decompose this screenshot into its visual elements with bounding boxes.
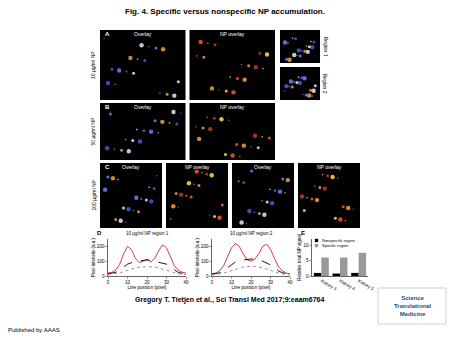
svg-text:10 μg/ml NP region 1: 10 μg/ml NP region 1 xyxy=(126,231,169,236)
svg-text:100 μg/ml NP: 100 μg/ml NP xyxy=(91,179,97,210)
svg-text:Overlay: Overlay xyxy=(122,164,140,170)
svg-text:5: 5 xyxy=(306,258,309,263)
svg-text:Region 2: Region 2 xyxy=(322,74,328,94)
svg-text:30: 30 xyxy=(164,280,170,285)
svg-text:10 μg/ml NP region 2: 10 μg/ml NP region 2 xyxy=(230,231,273,236)
svg-text:Pixel intensity (a.u.): Pixel intensity (a.u.) xyxy=(195,237,200,277)
svg-text:20: 20 xyxy=(144,280,150,285)
svg-text:0: 0 xyxy=(107,280,110,285)
svg-text:40: 40 xyxy=(287,280,293,285)
svg-text:20: 20 xyxy=(248,280,254,285)
svg-text:Line position (pixel): Line position (pixel) xyxy=(232,285,271,290)
svg-text:10: 10 xyxy=(125,280,131,285)
svg-text:0: 0 xyxy=(206,274,209,279)
svg-text:10: 10 xyxy=(229,280,235,285)
svg-text:Pixel intensity (a.u.): Pixel intensity (a.u.) xyxy=(91,237,96,277)
svg-text:30: 30 xyxy=(268,280,274,285)
svg-text:Overlay: Overlay xyxy=(134,104,152,110)
svg-text:C: C xyxy=(105,164,110,170)
svg-text:Gregory T. Tietjen et al., Sci: Gregory T. Tietjen et al., Sci Transl Me… xyxy=(135,296,324,304)
svg-text:0: 0 xyxy=(211,280,214,285)
svg-text:NP overlay: NP overlay xyxy=(317,164,342,170)
svg-text:40: 40 xyxy=(183,280,189,285)
svg-text:50 μg/ml NP: 50 μg/ml NP xyxy=(90,117,96,145)
svg-text:0: 0 xyxy=(102,274,105,279)
svg-text:NP overlay: NP overlay xyxy=(220,31,245,37)
svg-text:NP overlay: NP overlay xyxy=(185,164,210,170)
svg-text:200: 200 xyxy=(97,244,105,249)
svg-text:Kidney 4: Kidney 4 xyxy=(338,278,356,291)
svg-text:Overlay: Overlay xyxy=(134,31,152,37)
svg-text:B: B xyxy=(105,104,110,110)
svg-text:E: E xyxy=(301,230,305,236)
svg-text:NP overlay: NP overlay xyxy=(220,104,245,110)
svg-text:Overlay: Overlay xyxy=(254,164,272,170)
svg-text:Kidney 5: Kidney 5 xyxy=(357,278,375,291)
svg-text:ScienceTranslationalMedicine: ScienceTranslationalMedicine xyxy=(394,295,431,317)
svg-text:Kidney 3: Kidney 3 xyxy=(320,278,338,291)
svg-text:200: 200 xyxy=(201,244,209,249)
svg-text:0: 0 xyxy=(306,274,309,279)
svg-text:Line position (pixel): Line position (pixel) xyxy=(128,285,167,290)
svg-text:Published by AAAS: Published by AAAS xyxy=(8,327,60,333)
svg-text:100: 100 xyxy=(201,259,209,264)
svg-text:Nonspecific region: Nonspecific region xyxy=(322,238,355,243)
svg-text:Fig. 4. Specific versus nonspe: Fig. 4. Specific versus nonspecific NP a… xyxy=(125,7,325,16)
svg-text:10: 10 xyxy=(303,243,309,248)
svg-text:10 μg/ml NP: 10 μg/ml NP xyxy=(90,51,96,79)
svg-text:Specific region: Specific region xyxy=(322,243,348,248)
svg-text:A: A xyxy=(105,31,110,37)
svg-text:D: D xyxy=(97,230,102,236)
svg-text:Region 1: Region 1 xyxy=(323,37,329,57)
svg-text:Relative total NP signal: Relative total NP signal xyxy=(297,234,302,280)
svg-text:100: 100 xyxy=(97,259,105,264)
